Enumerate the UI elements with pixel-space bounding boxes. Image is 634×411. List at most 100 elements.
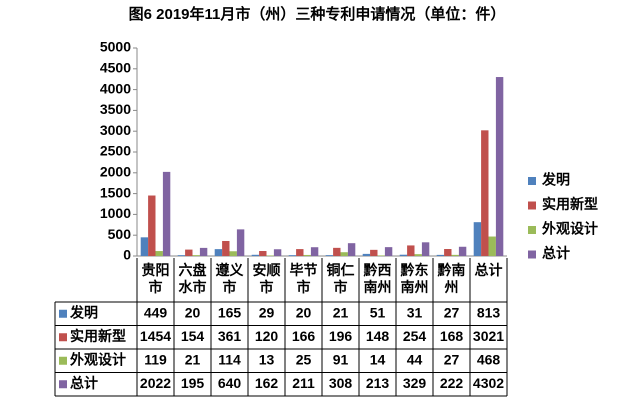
table-cell: 166	[292, 328, 316, 344]
bar	[185, 249, 193, 256]
bar	[370, 249, 378, 256]
table-cell: 211	[292, 375, 315, 391]
legend-label: 发明	[541, 172, 570, 188]
y-tick-label: 500	[108, 226, 132, 242]
table-key	[59, 356, 67, 365]
bar	[251, 254, 260, 256]
table-cell: 162	[255, 375, 279, 391]
legend-key	[528, 226, 536, 234]
table-cell: 468	[477, 351, 501, 367]
table-key	[59, 380, 67, 389]
table-cell: 91	[333, 351, 349, 367]
bar	[177, 255, 186, 256]
bar	[488, 236, 496, 256]
table-cell: 4302	[473, 375, 504, 391]
bar	[155, 251, 163, 256]
table-cell: 119	[144, 351, 167, 367]
table-cell: 25	[296, 351, 312, 367]
table-cell: 14	[370, 351, 386, 367]
x-tick-label: 毕节市	[289, 262, 318, 295]
table-cell: 195	[181, 375, 205, 391]
bar	[414, 254, 422, 256]
table-cell: 640	[218, 375, 242, 391]
bar	[236, 229, 245, 256]
table-cell: 1454	[140, 328, 171, 344]
bar	[407, 245, 415, 256]
x-tick-label: 铜仁市	[326, 262, 355, 295]
x-tick-label: 遵义市	[215, 262, 244, 295]
table-cell: 44	[407, 351, 423, 367]
table-cell: 148	[366, 328, 390, 344]
table-cell: 168	[440, 328, 464, 344]
table-cell: 449	[144, 304, 168, 320]
bar	[377, 255, 385, 256]
bar	[162, 171, 171, 256]
table-cell: 120	[255, 328, 279, 344]
bar	[259, 251, 267, 256]
table-cell: 813	[477, 304, 501, 320]
table-cell: 51	[370, 304, 386, 320]
legend-label: 实用新型	[542, 196, 598, 212]
x-tick-label: 黔西南州	[363, 262, 392, 295]
legend-label: 总计	[542, 245, 570, 261]
bar	[310, 247, 319, 256]
y-tick-label: 3500	[100, 101, 131, 117]
y-tick-label: 1500	[100, 184, 131, 200]
table-cell: 21	[185, 351, 201, 367]
table-cell: 27	[444, 304, 460, 320]
table-cell: 29	[259, 304, 275, 320]
table-cell: 213	[366, 375, 390, 391]
table-cell: 2022	[140, 375, 171, 391]
x-tick-label: 黔南州	[437, 262, 466, 295]
legend-label: 外观设计	[542, 221, 598, 237]
table-series-name: 实用新型	[70, 328, 126, 344]
table-cell: 27	[444, 351, 460, 367]
table-cell: 21	[333, 304, 349, 320]
y-tick-label: 1000	[100, 205, 131, 221]
table-cell: 114	[218, 351, 241, 367]
x-tick-label: 总计	[474, 262, 503, 278]
bar	[288, 255, 297, 256]
bar	[199, 247, 208, 256]
bar	[473, 222, 482, 256]
table-key	[59, 333, 67, 342]
table-series-name: 发明	[69, 304, 98, 320]
y-tick-label: 3000	[100, 122, 131, 138]
bar	[296, 249, 304, 256]
x-tick-label: 贵阳市	[141, 262, 170, 295]
bar	[333, 247, 341, 256]
table-cell: 31	[407, 304, 423, 320]
table-cell: 13	[259, 351, 275, 367]
x-tick-label: 安顺市	[252, 262, 281, 295]
bar	[495, 77, 504, 256]
chart-title: 图6 2019年11月市（州）三种专利申请情况（单位：件）	[129, 5, 506, 23]
bar	[148, 195, 156, 256]
table-cell: 254	[403, 328, 427, 344]
bar	[384, 247, 393, 256]
bar	[399, 254, 408, 256]
bar	[362, 253, 371, 256]
y-tick-label: 0	[123, 247, 131, 263]
table-cell: 308	[329, 375, 353, 391]
legend-key	[528, 177, 536, 185]
x-tick-label: 黔东南州	[400, 262, 429, 295]
y-tick-label: 2500	[100, 143, 131, 159]
bar	[458, 246, 467, 256]
table-cell: 20	[185, 304, 201, 320]
bar	[266, 255, 274, 256]
table-cell: 154	[181, 328, 205, 344]
bar	[436, 254, 445, 256]
table-key	[59, 309, 67, 318]
bar	[451, 254, 459, 256]
y-tick-label: 2000	[100, 164, 131, 180]
x-tick-label: 六盘水市	[178, 262, 207, 295]
y-tick-label: 4000	[100, 80, 131, 96]
bar	[273, 249, 282, 256]
table-cell: 196	[329, 328, 353, 344]
bar	[481, 130, 489, 256]
table-series-name: 外观设计	[70, 351, 126, 367]
bar	[303, 254, 311, 256]
table-cell: 165	[218, 304, 242, 320]
